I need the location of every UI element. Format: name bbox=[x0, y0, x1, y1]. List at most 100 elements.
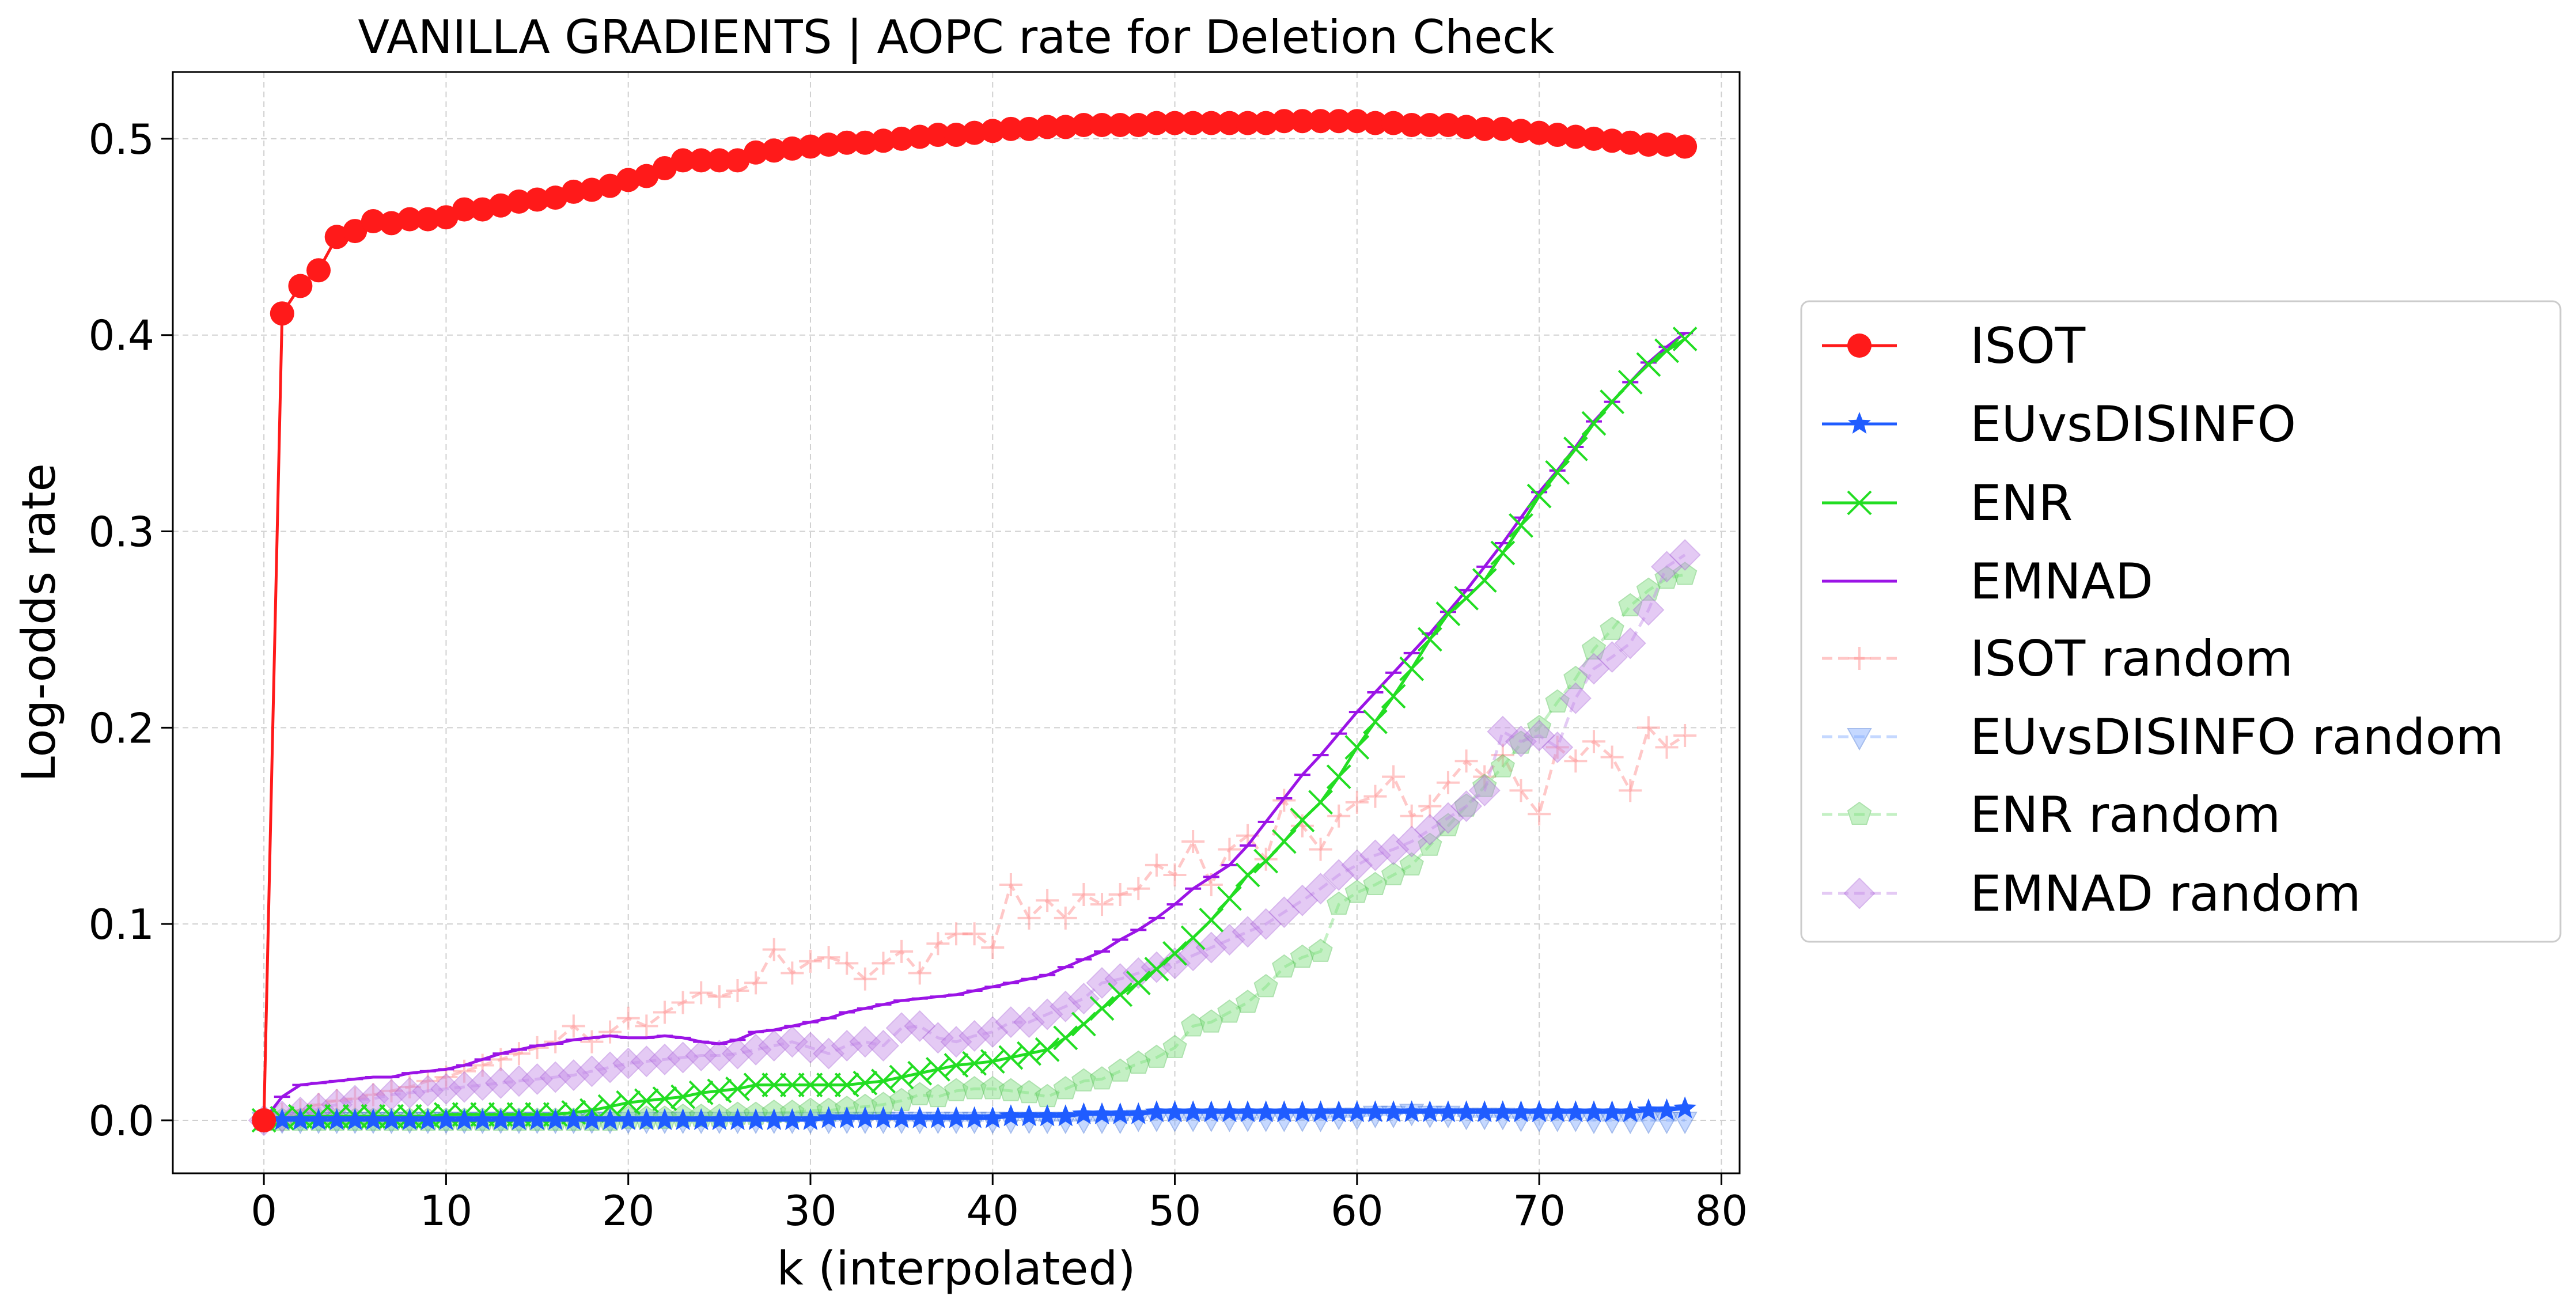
data-point bbox=[1454, 749, 1478, 773]
data-point bbox=[448, 1071, 480, 1103]
data-point bbox=[1673, 723, 1697, 747]
data-point bbox=[503, 1065, 535, 1097]
data-point bbox=[703, 1040, 736, 1071]
data-point bbox=[521, 1063, 553, 1095]
data-point bbox=[1490, 754, 1515, 778]
data-point bbox=[1377, 833, 1410, 866]
data-point bbox=[744, 140, 768, 165]
data-point bbox=[598, 1020, 622, 1044]
data-point bbox=[307, 1108, 330, 1130]
data-point bbox=[343, 1087, 367, 1111]
data-point bbox=[762, 938, 786, 961]
data-point bbox=[398, 1108, 422, 1130]
data-point bbox=[995, 1006, 1027, 1038]
data-point bbox=[1526, 715, 1552, 738]
data-point bbox=[1126, 113, 1151, 138]
data-point bbox=[1418, 832, 1442, 856]
data-point bbox=[817, 1106, 840, 1128]
data-point bbox=[1414, 814, 1446, 846]
data-point bbox=[1636, 352, 1661, 377]
data-point bbox=[1655, 1098, 1679, 1120]
data-point bbox=[1127, 1102, 1150, 1124]
data-point bbox=[1418, 113, 1442, 138]
data-point bbox=[1089, 1066, 1115, 1090]
data-point bbox=[1654, 566, 1679, 589]
data-point bbox=[558, 1059, 590, 1092]
data-point bbox=[1162, 111, 1187, 135]
data-point bbox=[1509, 513, 1533, 538]
data-point bbox=[1144, 1044, 1169, 1068]
data-point bbox=[1268, 896, 1300, 929]
x-axis-label: k (interpolated) bbox=[777, 1242, 1136, 1295]
data-point bbox=[471, 1053, 494, 1077]
data-point bbox=[1399, 113, 1424, 138]
legend-box bbox=[1800, 300, 2562, 943]
data-point bbox=[1323, 859, 1355, 891]
data-point bbox=[1564, 1100, 1588, 1123]
data-point bbox=[1217, 111, 1242, 135]
data-point bbox=[1636, 132, 1661, 157]
data-point bbox=[416, 1069, 440, 1093]
y-tick-label: 0.2 bbox=[88, 704, 154, 752]
data-point bbox=[959, 1020, 991, 1052]
data-point bbox=[940, 1026, 972, 1058]
data-point bbox=[1181, 111, 1206, 135]
series-isot bbox=[252, 109, 1698, 1132]
data-point bbox=[1272, 109, 1297, 134]
x-axis: 0 10 20 30 40 50 60 70 80 bbox=[251, 1173, 1748, 1235]
data-point bbox=[1545, 123, 1570, 147]
data-point bbox=[707, 985, 731, 1009]
data-point bbox=[1491, 1100, 1514, 1123]
data-point bbox=[849, 1026, 881, 1058]
data-point bbox=[1345, 790, 1369, 814]
data-point bbox=[1490, 540, 1516, 566]
data-point bbox=[725, 148, 750, 173]
data-point bbox=[853, 967, 877, 991]
data-point bbox=[1053, 1076, 1078, 1100]
data-point bbox=[1308, 938, 1333, 962]
data-point bbox=[743, 1073, 768, 1098]
data-point bbox=[1127, 877, 1150, 900]
data-point bbox=[1545, 460, 1570, 485]
data-point bbox=[1563, 665, 1588, 689]
data-point bbox=[1236, 111, 1260, 135]
data-point bbox=[781, 961, 804, 985]
data-point bbox=[904, 1010, 936, 1042]
data-point bbox=[1545, 1100, 1569, 1123]
data-point bbox=[1017, 906, 1041, 930]
data-point bbox=[1253, 111, 1278, 135]
data-point bbox=[690, 1108, 713, 1130]
data-point bbox=[1523, 719, 1555, 752]
data-point bbox=[1672, 327, 1698, 351]
data-point bbox=[1636, 577, 1661, 601]
data-point bbox=[1491, 744, 1514, 767]
legend-entry: EUvsDISINFO bbox=[1822, 396, 2296, 453]
data-point bbox=[998, 1078, 1024, 1101]
data-point bbox=[1327, 109, 1351, 134]
data-point bbox=[1290, 944, 1315, 968]
data-point bbox=[980, 1076, 1005, 1100]
data-point bbox=[653, 1108, 676, 1130]
data-point bbox=[1250, 908, 1282, 940]
data-point bbox=[1218, 1100, 1241, 1123]
data-point bbox=[780, 136, 805, 161]
data-point bbox=[1218, 837, 1241, 861]
data-point bbox=[1581, 636, 1607, 660]
data-point bbox=[816, 132, 841, 157]
data-point bbox=[1035, 1037, 1060, 1062]
x-tick-label: 70 bbox=[1513, 1187, 1566, 1235]
data-point bbox=[926, 123, 950, 147]
data-point bbox=[871, 128, 896, 153]
x-tick-label: 0 bbox=[251, 1187, 277, 1235]
data-point bbox=[962, 120, 987, 145]
data-point bbox=[872, 952, 895, 975]
data-point bbox=[1363, 1100, 1387, 1123]
data-point bbox=[343, 1108, 367, 1130]
plot-frame bbox=[172, 71, 1741, 1174]
data-point bbox=[467, 1069, 499, 1101]
data-point bbox=[980, 119, 1005, 143]
data-point bbox=[1181, 1013, 1206, 1037]
data-point bbox=[926, 1106, 950, 1128]
data-point bbox=[525, 1108, 549, 1130]
data-point bbox=[506, 189, 531, 214]
